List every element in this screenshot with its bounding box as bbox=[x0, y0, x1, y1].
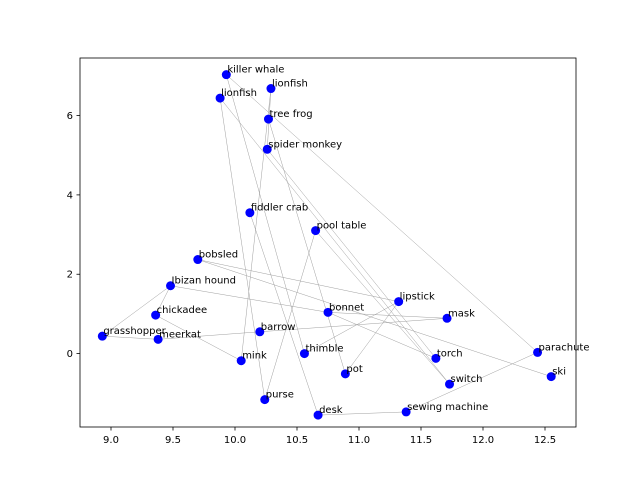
y-tick-label: 4 bbox=[67, 190, 73, 201]
point-label: sewing machine bbox=[407, 402, 488, 413]
data-point bbox=[431, 353, 441, 363]
edge-line bbox=[345, 301, 399, 374]
point-label: lionfish bbox=[221, 88, 257, 99]
x-tick-label: 9.5 bbox=[165, 435, 181, 446]
x-tick-label: 11.5 bbox=[410, 435, 432, 446]
edge-line bbox=[327, 312, 436, 359]
point-label: fiddler crab bbox=[251, 203, 308, 214]
edge-line bbox=[315, 230, 450, 385]
data-point bbox=[394, 297, 404, 307]
data-point bbox=[401, 407, 411, 417]
data-point bbox=[153, 334, 163, 344]
x-tick-label: 10.0 bbox=[224, 435, 246, 446]
x-tick-label: 11.0 bbox=[348, 435, 370, 446]
data-point bbox=[323, 307, 333, 317]
point-label: barrow bbox=[261, 322, 296, 333]
edge-line bbox=[155, 314, 242, 361]
edge-line bbox=[304, 301, 399, 354]
x-axis: 9.0 9.5 10.0 10.5 11.0 11.5 12.0 12.5 bbox=[103, 427, 556, 446]
y-tick-label: 0 bbox=[67, 349, 73, 360]
edge-line bbox=[219, 98, 266, 400]
point-label: desk bbox=[319, 405, 343, 416]
point-label: spider monkey bbox=[268, 139, 342, 150]
edge-line bbox=[259, 318, 448, 333]
edge-line bbox=[249, 212, 319, 416]
data-point bbox=[299, 349, 309, 359]
edge-line bbox=[406, 352, 538, 413]
data-point bbox=[442, 313, 452, 323]
data-point bbox=[546, 372, 556, 382]
data-point bbox=[236, 356, 246, 366]
plot-area bbox=[80, 58, 576, 427]
data-point bbox=[445, 379, 455, 389]
data-point bbox=[193, 255, 203, 265]
data-point bbox=[260, 395, 270, 405]
edge-line bbox=[226, 74, 538, 353]
data-point bbox=[311, 226, 321, 236]
point-label: grasshopper bbox=[103, 326, 166, 337]
data-point bbox=[151, 310, 161, 320]
point-label: ski bbox=[552, 367, 566, 378]
data-point bbox=[221, 70, 231, 80]
data-point bbox=[245, 208, 255, 218]
edge-line bbox=[197, 259, 552, 377]
edge-line bbox=[264, 230, 316, 400]
edge-line bbox=[267, 149, 437, 359]
points-layer bbox=[97, 70, 556, 420]
point-label: purse bbox=[266, 390, 294, 401]
edge-line bbox=[197, 259, 399, 302]
point-label: killer whale bbox=[227, 65, 284, 76]
x-tick-label: 12.5 bbox=[534, 435, 556, 446]
edge-line bbox=[102, 335, 159, 340]
point-label: mink bbox=[242, 351, 267, 362]
point-label: pot bbox=[346, 364, 362, 375]
edge-line bbox=[102, 285, 171, 337]
point-label: torch bbox=[437, 348, 463, 359]
edge-line bbox=[219, 97, 450, 385]
point-label: bonnet bbox=[329, 302, 364, 313]
point-label: lipstick bbox=[400, 292, 435, 303]
edge-line bbox=[226, 74, 305, 354]
point-label: tree frog bbox=[269, 109, 312, 120]
data-point bbox=[166, 281, 176, 291]
data-point bbox=[255, 327, 265, 337]
point-label: pool table bbox=[317, 221, 367, 232]
y-axis: 0 2 4 6 bbox=[67, 111, 80, 360]
data-point bbox=[262, 144, 272, 154]
x-tick-label: 10.5 bbox=[286, 435, 308, 446]
y-tick-label: 2 bbox=[67, 270, 73, 281]
edge-line bbox=[240, 88, 272, 361]
x-tick-label: 12.0 bbox=[472, 435, 494, 446]
edge-line bbox=[327, 312, 448, 319]
data-point bbox=[313, 410, 323, 420]
point-label: meerkat bbox=[159, 329, 201, 340]
x-tick-label: 9.0 bbox=[103, 435, 119, 446]
point-label: chickadee bbox=[157, 305, 208, 316]
data-point bbox=[215, 93, 225, 103]
point-label: lionfish bbox=[272, 79, 308, 90]
edge-line bbox=[268, 119, 346, 374]
point-label: switch bbox=[451, 374, 483, 385]
data-point bbox=[263, 114, 273, 124]
point-label: parachute bbox=[539, 342, 590, 353]
plot-frame bbox=[79, 57, 577, 428]
data-point bbox=[97, 331, 107, 341]
point-label: bobsled bbox=[199, 250, 238, 261]
edges-layer bbox=[102, 74, 552, 416]
y-tick-label: 6 bbox=[67, 111, 73, 122]
point-label: Ibizan hound bbox=[172, 276, 236, 287]
point-label: thimble bbox=[305, 344, 343, 355]
labels-layer: killer whale lionfish lionfish tree frog spi… bbox=[103, 65, 589, 416]
edge-line bbox=[158, 331, 260, 340]
edge-line bbox=[318, 411, 407, 416]
data-point bbox=[533, 347, 543, 357]
point-label: mask bbox=[448, 308, 475, 319]
data-point bbox=[340, 369, 350, 379]
edge-line bbox=[155, 285, 171, 316]
data-point bbox=[266, 84, 276, 94]
edge-line bbox=[170, 285, 329, 313]
